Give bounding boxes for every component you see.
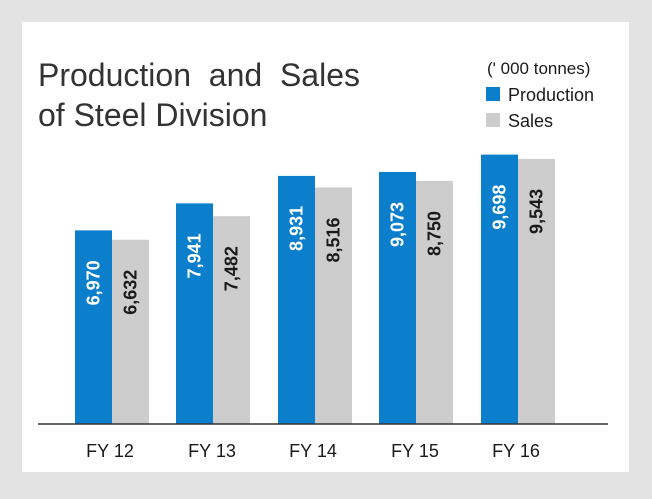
bar-sales-fy-16: [518, 158, 555, 425]
category-label-fy-14: FY 14: [289, 441, 337, 461]
value-label-production-fy-15: 9,073: [388, 202, 408, 247]
category-label-fy-15: FY 15: [391, 441, 439, 461]
bar-production-fy-15: [379, 171, 416, 424]
bar-production-fy-13: [176, 203, 213, 424]
legend-swatch-sales: [486, 113, 500, 127]
bar-sales-fy-12: [112, 239, 149, 424]
bar-sales-fy-15: [416, 180, 453, 424]
legend-label-sales: Sales: [508, 111, 553, 131]
chart-title-line-2: of Steel Division: [38, 97, 267, 133]
bar-production-fy-12: [75, 230, 112, 424]
bars-group: 6,970 6,632 7,941 7,482 8,931 8,516 9,073 8,750…: [75, 154, 555, 425]
value-label-production-fy-12: 6,970: [84, 260, 104, 305]
chart-title-line-1: Production and Sales: [38, 57, 360, 93]
category-label-fy-16: FY 16: [492, 441, 540, 461]
legend-label-production: Production: [508, 85, 594, 105]
bar-production-fy-14: [278, 175, 315, 424]
bar-sales-fy-14: [315, 187, 352, 424]
value-label-sales-fy-14: 8,516: [324, 217, 344, 262]
value-label-production-fy-13: 7,941: [185, 233, 205, 278]
value-label-production-fy-16: 9,698: [490, 185, 510, 230]
value-label-sales-fy-15: 8,750: [425, 211, 445, 256]
value-label-sales-fy-16: 9,543: [527, 189, 547, 234]
value-label-sales-fy-13: 7,482: [222, 246, 242, 291]
category-label-fy-12: FY 12: [86, 441, 134, 461]
value-label-sales-fy-12: 6,632: [121, 270, 141, 315]
bar-production-fy-16: [481, 154, 518, 425]
category-label-fy-13: FY 13: [188, 441, 236, 461]
legend-swatch-production: [486, 87, 500, 101]
unit-label: (' 000 tonnes): [487, 59, 590, 78]
bar-sales-fy-13: [213, 216, 250, 424]
category-labels: FY 12 FY 13 FY 14 FY 15 FY 16: [86, 441, 540, 461]
value-label-production-fy-14: 8,931: [287, 206, 307, 251]
